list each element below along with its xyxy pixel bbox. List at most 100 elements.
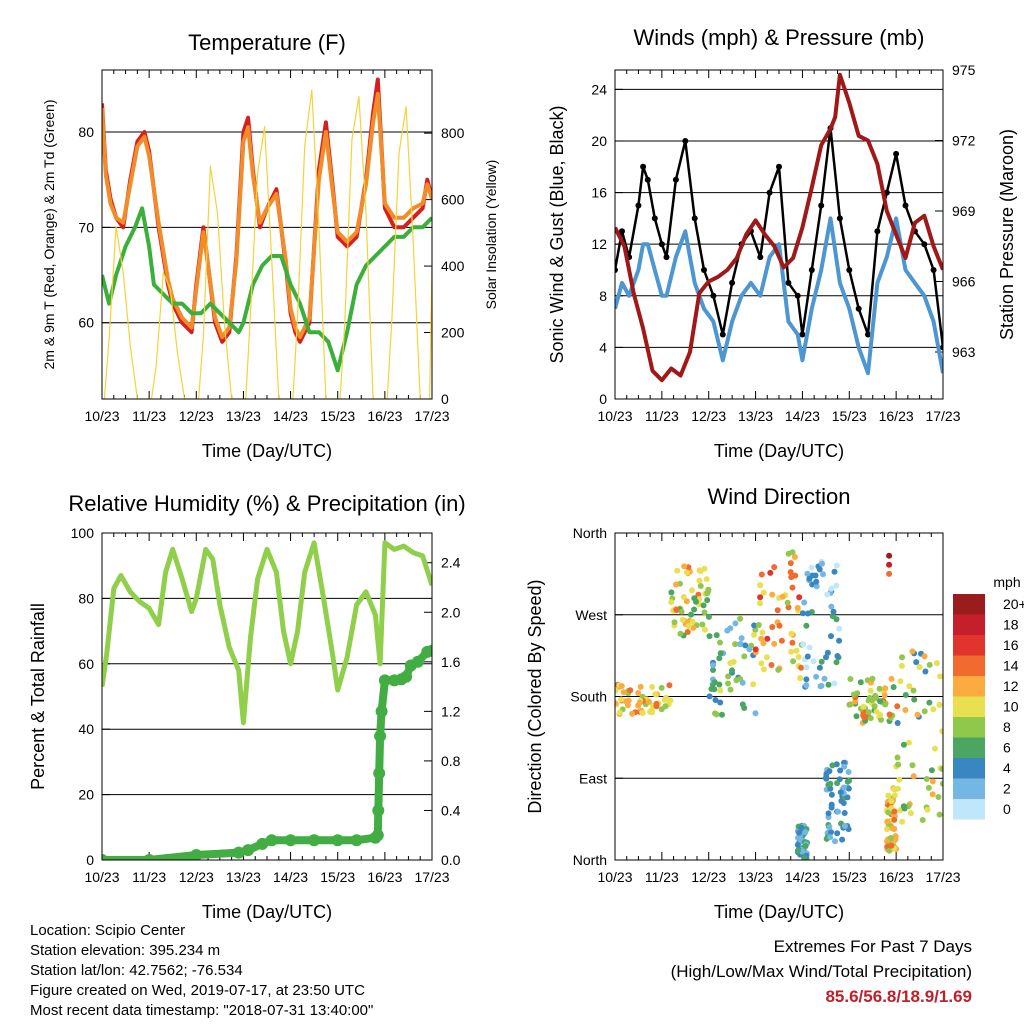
direction-point bbox=[910, 687, 917, 694]
y-tick-label: 60 bbox=[78, 315, 94, 331]
direction-point bbox=[741, 705, 748, 711]
series-2-line bbox=[615, 216, 943, 376]
direction-point bbox=[677, 630, 684, 637]
legend-swatch bbox=[953, 635, 985, 656]
direction-point bbox=[757, 582, 764, 589]
direction-point bbox=[899, 818, 906, 825]
y-tick-label: 20 bbox=[78, 787, 94, 803]
chart-title: Relative Humidity (%) & Precipitation (i… bbox=[68, 491, 465, 516]
direction-point bbox=[649, 684, 656, 690]
direction-point bbox=[712, 710, 718, 717]
series-1-line bbox=[615, 126, 943, 348]
direction-point bbox=[884, 826, 890, 833]
y-right-axis-label: Station Pressure (Maroon) bbox=[997, 129, 1017, 340]
direction-point bbox=[876, 685, 883, 692]
direction-point bbox=[936, 701, 943, 708]
direction-point bbox=[691, 606, 698, 613]
x-tick-label: 14/23 bbox=[785, 869, 820, 885]
direction-point bbox=[706, 633, 713, 640]
direction-point bbox=[896, 776, 903, 783]
direction-point bbox=[833, 562, 840, 569]
y-right-tick-label: 0.0 bbox=[441, 852, 461, 868]
direction-point bbox=[680, 594, 687, 600]
direction-point bbox=[662, 694, 669, 701]
direction-point bbox=[725, 673, 732, 680]
y-tick-label: South bbox=[570, 689, 607, 705]
direction-point bbox=[930, 706, 937, 713]
direction-point-high bbox=[886, 570, 893, 577]
direction-point bbox=[790, 658, 797, 665]
extremes-title: Extremes For Past 7 Days bbox=[773, 937, 972, 956]
y-tick-label: 0 bbox=[86, 852, 94, 868]
direction-point bbox=[845, 769, 852, 775]
direction-point bbox=[758, 660, 765, 667]
direction-point bbox=[910, 773, 917, 780]
x-axis-label: Time (Day/UTC) bbox=[202, 902, 332, 922]
x-tick-label: 17/23 bbox=[414, 869, 449, 885]
plot-area bbox=[615, 72, 943, 383]
series-2-line bbox=[102, 646, 432, 860]
direction-point bbox=[704, 597, 711, 604]
direction-point bbox=[847, 676, 854, 682]
x-tick-label: 12/23 bbox=[691, 408, 726, 424]
direction-point bbox=[658, 706, 665, 713]
x-tick-label: 16/23 bbox=[879, 869, 914, 885]
legend-swatch bbox=[953, 737, 985, 758]
legend-swatch bbox=[953, 655, 985, 676]
direction-point bbox=[878, 716, 884, 723]
series-3-line bbox=[615, 72, 943, 383]
direction-point bbox=[852, 698, 859, 705]
x-tick-label: 14/23 bbox=[785, 408, 820, 424]
direction-point bbox=[818, 658, 825, 665]
direction-point bbox=[922, 668, 929, 675]
direction-point bbox=[939, 780, 943, 787]
direction-point bbox=[850, 691, 857, 698]
x-tick-label: 11/23 bbox=[645, 408, 679, 424]
direction-point bbox=[835, 808, 841, 815]
direction-point bbox=[710, 667, 716, 673]
direction-point bbox=[796, 594, 803, 601]
direction-point bbox=[791, 554, 798, 560]
direction-point bbox=[804, 610, 811, 617]
direction-point bbox=[825, 781, 832, 788]
direction-point bbox=[775, 666, 782, 673]
direction-point bbox=[674, 567, 681, 574]
direction-point bbox=[685, 623, 692, 630]
x-axis-label: Time (Day/UTC) bbox=[714, 441, 844, 461]
direction-point bbox=[719, 711, 725, 718]
direction-point bbox=[800, 641, 807, 648]
extremes-subtitle: (High/Low/Max Wind/Total Precipitation) bbox=[670, 962, 972, 981]
direction-point bbox=[860, 703, 867, 710]
direction-point bbox=[830, 608, 837, 615]
direction-point bbox=[923, 776, 930, 782]
direction-point bbox=[689, 618, 696, 625]
direction-point bbox=[832, 838, 838, 845]
direction-point bbox=[688, 611, 694, 618]
direction-point bbox=[932, 745, 938, 752]
y-tick-label: 40 bbox=[78, 721, 94, 737]
direction-point bbox=[778, 637, 785, 644]
direction-point bbox=[939, 728, 943, 735]
direction-point bbox=[803, 622, 810, 629]
extremes-values: 85.6/56.8/18.9/1.69 bbox=[825, 987, 972, 1006]
direction-point bbox=[771, 640, 778, 647]
direction-point bbox=[711, 686, 718, 693]
direction-point bbox=[899, 654, 905, 661]
direction-point bbox=[752, 626, 759, 633]
legend-swatch bbox=[953, 778, 985, 799]
direction-point bbox=[891, 808, 898, 815]
direction-point bbox=[824, 591, 831, 598]
direction-point bbox=[828, 829, 834, 836]
direction-point bbox=[833, 659, 840, 666]
direction-point bbox=[645, 698, 652, 705]
y-right-tick-label: 1.2 bbox=[441, 703, 461, 719]
direction-point bbox=[867, 715, 874, 722]
direction-point bbox=[769, 624, 776, 630]
y-tick-label: North bbox=[573, 525, 607, 541]
direction-point bbox=[820, 571, 826, 578]
direction-point bbox=[725, 680, 731, 687]
x-tick-label: 16/23 bbox=[879, 408, 914, 424]
y-right-tick-label: 800 bbox=[441, 125, 465, 141]
